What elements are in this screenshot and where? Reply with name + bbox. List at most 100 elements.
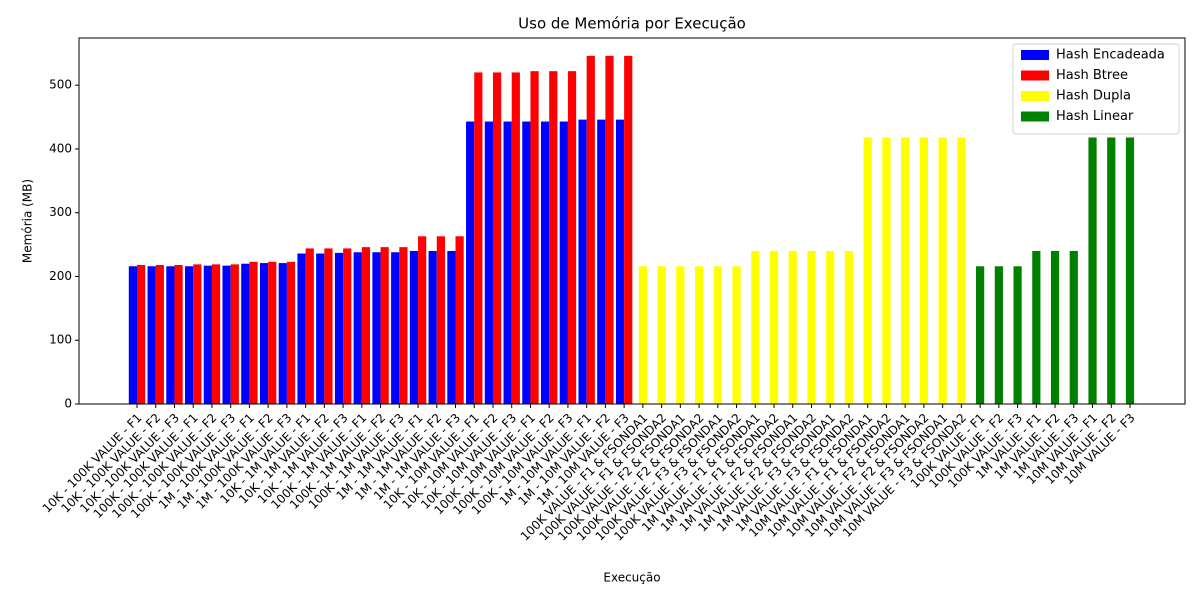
bar — [605, 55, 614, 404]
bar — [447, 250, 456, 404]
bar — [826, 250, 835, 404]
bar — [391, 252, 400, 404]
bar — [297, 253, 306, 404]
bar — [418, 236, 427, 404]
bar — [559, 121, 568, 405]
legend-label: Hash Encadeada — [1056, 48, 1165, 63]
bar — [428, 250, 437, 404]
bar — [567, 71, 577, 404]
bar — [372, 252, 381, 404]
bar — [155, 264, 164, 404]
bar — [286, 261, 296, 404]
bar — [938, 137, 947, 404]
bar — [615, 119, 625, 404]
x-axis-label: Execução — [603, 571, 660, 585]
bar — [957, 137, 966, 404]
bar — [578, 119, 587, 404]
bar — [399, 247, 408, 404]
bar — [522, 121, 531, 405]
bar — [769, 250, 779, 404]
bar — [249, 261, 258, 404]
plot-frame — [78, 37, 1186, 405]
bar — [203, 265, 212, 404]
bar — [732, 266, 741, 404]
bar — [1050, 250, 1060, 404]
bar — [586, 55, 595, 404]
bar — [166, 266, 175, 404]
bar — [241, 263, 250, 404]
bar — [657, 266, 666, 404]
bar — [268, 261, 277, 404]
bar — [1069, 250, 1078, 404]
bar — [128, 266, 137, 404]
bar — [305, 248, 314, 404]
bar — [530, 71, 539, 404]
legend-label: Hash Linear — [1056, 109, 1134, 124]
y-tick-label: 200 — [49, 269, 72, 283]
y-axis-label: Memória (MB) — [21, 179, 35, 263]
bar — [466, 121, 475, 405]
bar — [211, 264, 221, 404]
bar — [901, 137, 910, 404]
legend-label: Hash Dupla — [1056, 89, 1131, 104]
bar — [638, 266, 647, 404]
bar — [185, 266, 194, 404]
bar — [503, 121, 512, 405]
bar — [976, 266, 985, 404]
bar — [511, 72, 520, 404]
bar — [380, 247, 389, 404]
bar — [549, 71, 558, 404]
bar — [882, 137, 891, 404]
legend-box — [1012, 43, 1180, 135]
bar — [919, 137, 929, 404]
y-tick-label: 100 — [49, 333, 72, 347]
bar — [863, 137, 872, 404]
y-tick-label: 400 — [49, 141, 72, 155]
bar — [193, 264, 202, 404]
legend-swatch — [1021, 50, 1049, 60]
bar — [1107, 137, 1116, 404]
bar — [807, 250, 816, 404]
bar — [278, 263, 287, 404]
bar — [137, 264, 146, 404]
bar — [676, 266, 685, 404]
bar — [334, 252, 344, 404]
legend-label: Hash Btree — [1056, 68, 1128, 83]
bar — [751, 250, 760, 404]
bar — [436, 236, 445, 404]
bar — [844, 250, 854, 404]
bar — [1013, 266, 1022, 404]
bar — [474, 72, 483, 404]
bar — [343, 248, 352, 404]
y-tick-label: 0 — [64, 397, 72, 411]
legend-swatch — [1021, 111, 1049, 122]
bar — [316, 253, 325, 404]
bar — [147, 266, 156, 404]
bar — [1125, 137, 1135, 404]
legend-swatch — [1021, 91, 1049, 101]
bar — [230, 264, 239, 404]
y-tick-label: 500 — [49, 78, 72, 92]
bar — [484, 121, 493, 405]
bar — [455, 236, 464, 404]
bar — [492, 72, 502, 404]
y-tick-label: 300 — [49, 205, 72, 219]
bar — [174, 264, 183, 404]
legend-swatch — [1021, 70, 1049, 81]
bar — [409, 250, 419, 404]
bar — [259, 263, 269, 404]
bar — [597, 119, 606, 404]
bar — [624, 55, 633, 404]
bar — [788, 250, 797, 404]
bar — [540, 121, 550, 405]
chart-title: Uso de Memória por Execução — [518, 15, 746, 33]
bar — [694, 266, 704, 404]
bar — [222, 265, 231, 404]
bar — [1088, 137, 1097, 404]
bar — [324, 248, 333, 404]
bar — [1032, 250, 1041, 404]
bar — [353, 252, 362, 404]
bar — [713, 266, 722, 404]
bar — [361, 247, 371, 404]
